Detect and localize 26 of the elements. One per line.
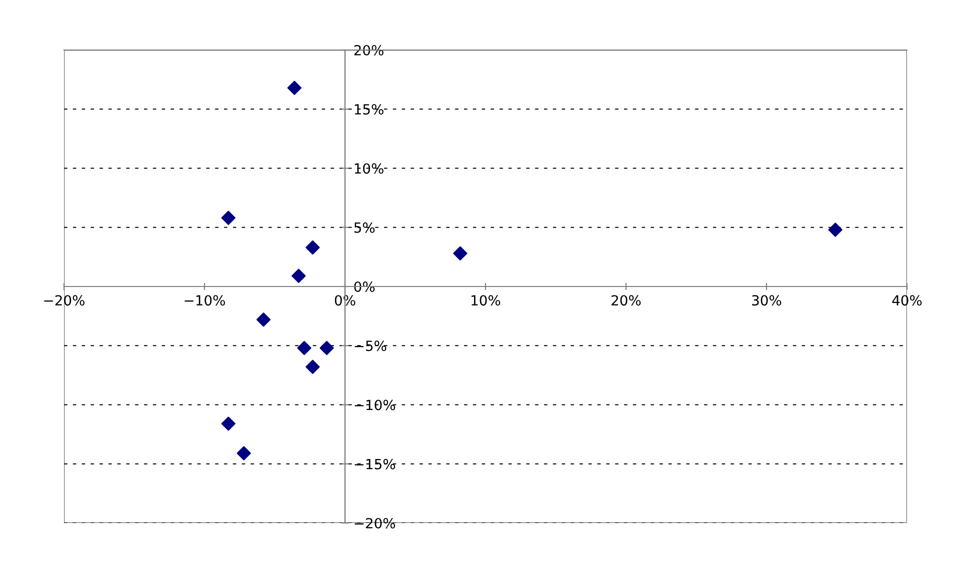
x-tick-label: 20% (612, 295, 641, 306)
x-tick-label: 0% (334, 295, 356, 306)
y-tick-label: −10% (354, 400, 396, 410)
x-tick-label: −10% (184, 295, 225, 306)
x-tick-label: −20% (44, 295, 84, 306)
y-tick-label: 5% (354, 222, 375, 233)
x-tick-label: 30% (752, 295, 782, 306)
y-tick-label: −15% (354, 458, 396, 470)
point (297, 340, 312, 356)
y-tick-label: 10% (354, 163, 384, 174)
x-tick-label: 40% (892, 295, 922, 306)
point (453, 246, 468, 260)
y-tick-label: −20% (354, 518, 396, 528)
point (221, 210, 236, 225)
point (306, 360, 320, 374)
point (828, 222, 842, 237)
x-tick-label: 10% (472, 295, 500, 306)
point (306, 240, 320, 255)
y-tick-label: −5% (354, 340, 386, 352)
point (221, 416, 236, 431)
point (320, 340, 334, 356)
point (292, 268, 306, 283)
point (287, 80, 302, 95)
point (256, 312, 271, 327)
y-tick-label: 15% (354, 104, 384, 115)
point (236, 446, 251, 460)
